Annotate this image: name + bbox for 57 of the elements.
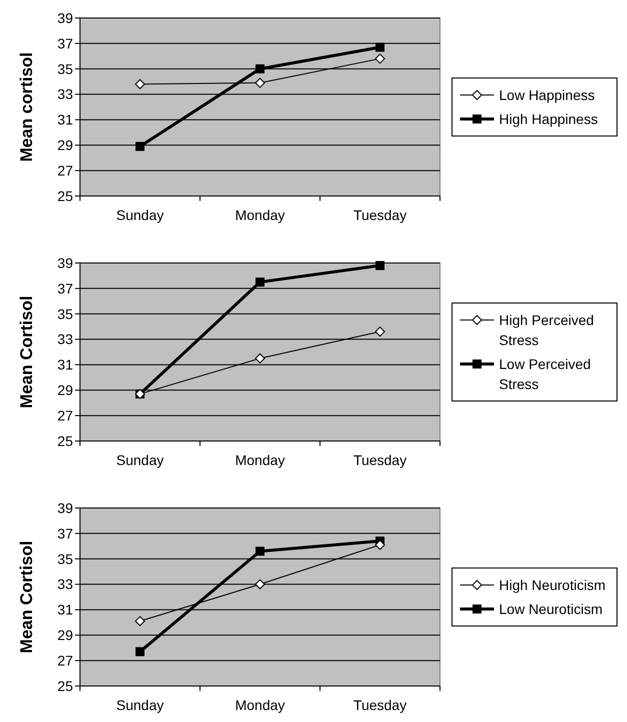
y-tick-label: 25 xyxy=(57,678,74,694)
point xyxy=(376,261,384,270)
point xyxy=(375,540,385,550)
y-tick-label: 27 xyxy=(57,407,74,424)
point xyxy=(256,64,264,74)
point xyxy=(136,647,144,656)
point xyxy=(255,78,265,88)
x-tick-label: Monday xyxy=(235,452,285,468)
x-tick-label: Tuesday xyxy=(353,207,407,223)
point xyxy=(256,546,264,556)
y-axis-title: Mean cortisol xyxy=(17,52,36,162)
point xyxy=(135,79,145,90)
y-tick-label: 31 xyxy=(57,112,74,128)
y-tick-label: 29 xyxy=(57,137,74,154)
legend-label: Low Perceived Stress xyxy=(499,356,591,392)
y-tick-label: 31 xyxy=(57,356,74,373)
point xyxy=(135,616,145,626)
legend-label: Low Neuroticism xyxy=(499,600,602,617)
legend-label: Low Happiness xyxy=(499,86,595,103)
y-tick-label: 33 xyxy=(57,331,74,348)
y-tick-label: 39 xyxy=(57,500,74,516)
y-tick-label: 37 xyxy=(57,525,74,542)
point xyxy=(375,54,385,64)
y-tick-label: 39 xyxy=(57,254,74,271)
y-tick-label: 37 xyxy=(57,35,74,52)
y-tick-label: 27 xyxy=(57,652,74,668)
point xyxy=(256,278,264,287)
legend-label: High Perceived Stress xyxy=(499,312,594,348)
point xyxy=(255,353,265,364)
x-tick-label: Sunday xyxy=(116,697,164,713)
y-tick-label: 29 xyxy=(57,627,74,644)
point xyxy=(375,326,385,337)
y-axis-title: Mean Cortisol xyxy=(17,540,36,654)
y-tick-label: 35 xyxy=(57,306,74,322)
y-axis-title: Mean Cortisol xyxy=(17,296,36,408)
x-tick-label: Monday xyxy=(235,697,285,713)
legend-label: High Neuroticism xyxy=(499,576,606,593)
y-tick-label: 37 xyxy=(57,280,74,296)
legend-label: High Happiness xyxy=(499,110,598,127)
y-tick-label: 35 xyxy=(57,550,74,567)
y-tick-label: 29 xyxy=(57,382,74,398)
point xyxy=(376,42,384,52)
y-tick-label: 25 xyxy=(57,432,74,449)
y-tick-label: 39 xyxy=(57,10,74,26)
y-tick-label: 27 xyxy=(57,162,74,178)
y-tick-label: 35 xyxy=(57,60,74,77)
y-tick-label: 33 xyxy=(57,576,74,592)
x-tick-label: Sunday xyxy=(116,207,164,223)
x-tick-label: Tuesday xyxy=(353,452,407,468)
x-tick-label: Tuesday xyxy=(353,697,407,713)
y-tick-label: 25 xyxy=(57,188,74,204)
y-tick-label: 33 xyxy=(57,86,74,102)
point xyxy=(255,579,265,590)
x-tick-label: Sunday xyxy=(116,452,164,468)
x-tick-label: Monday xyxy=(235,207,285,223)
point xyxy=(136,142,144,151)
y-tick-label: 31 xyxy=(57,602,74,618)
